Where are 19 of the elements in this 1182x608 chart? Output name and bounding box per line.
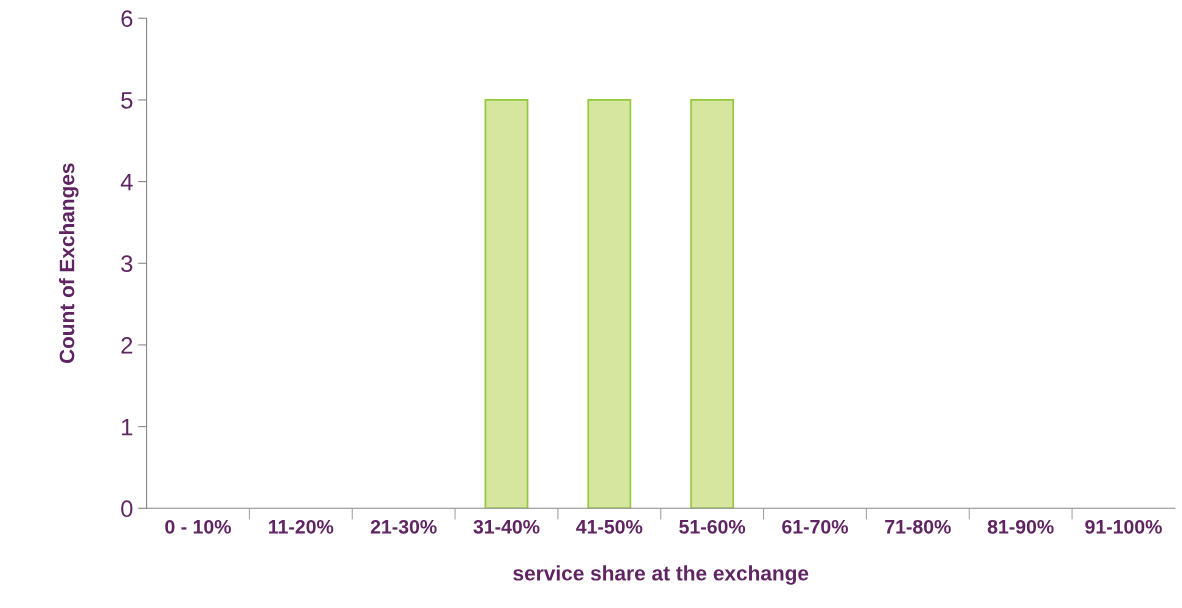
x-tick-label: 31-40% bbox=[473, 519, 540, 534]
y-tick-label: 5 bbox=[121, 92, 133, 109]
x-tick-label: 21-30% bbox=[370, 519, 437, 534]
x-tick-label: 81-90% bbox=[987, 519, 1054, 534]
x-tick-label: 11-20% bbox=[269, 519, 334, 534]
y-tick-label: 2 bbox=[121, 337, 133, 354]
y-axis-title: Count of Exchanges bbox=[59, 163, 79, 364]
y-tick-label: 1 bbox=[122, 418, 133, 436]
x-axis-title: service share at the exchange bbox=[513, 565, 809, 585]
y-tick-label: 0 bbox=[121, 500, 133, 518]
y-tick-label: 3 bbox=[121, 255, 133, 273]
x-tick-label: 51-60% bbox=[679, 519, 746, 534]
x-tick-label: 71-80% bbox=[885, 519, 951, 534]
x-tick-label: 41-50% bbox=[576, 519, 643, 534]
y-tick-label: 4 bbox=[120, 173, 133, 191]
x-tick-label: 0 - 10% bbox=[165, 519, 231, 534]
x-tick-label: 91-100% bbox=[1085, 519, 1162, 534]
x-tick-label: 61-70% bbox=[782, 519, 848, 534]
y-tick-label: 6 bbox=[121, 10, 133, 28]
